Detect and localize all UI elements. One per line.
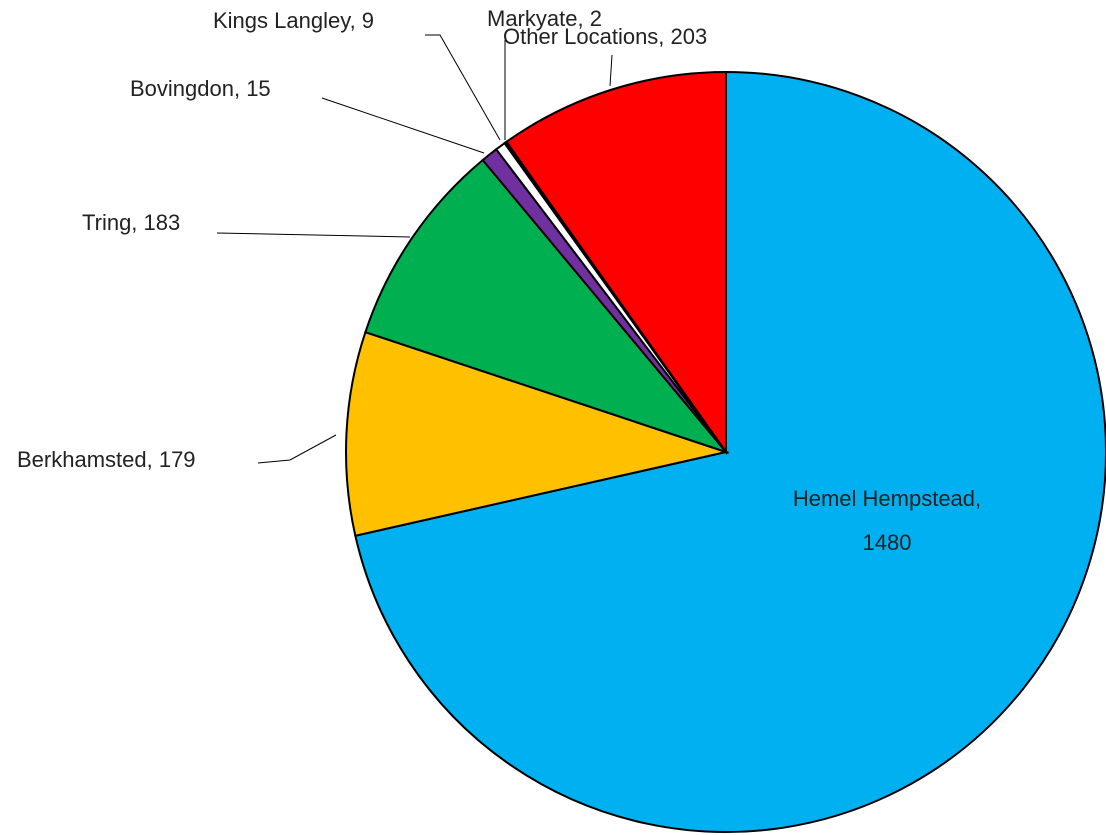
leader-line — [216, 232, 411, 238]
data-label: Other Locations, 203 — [503, 24, 707, 49]
leader-line — [609, 54, 613, 87]
pie-slice — [345, 330, 730, 537]
data-label: Hemel Hempstead, 1480 — [793, 486, 981, 555]
data-label-line: 1480 — [863, 530, 912, 555]
data-label: Kings Langley, 9 — [213, 8, 374, 33]
data-label: Markyate, 2 — [487, 6, 602, 31]
leader-line — [321, 97, 485, 154]
leader-line — [425, 34, 501, 141]
pie-slice — [505, 70, 727, 456]
data-label-line: Hemel Hempstead, — [793, 486, 981, 511]
data-label: Tring, 183 — [82, 210, 180, 235]
pie-slice — [354, 70, 1106, 833]
leader-line — [257, 434, 337, 464]
data-label: Berkhamsted, 179 — [17, 447, 196, 472]
pie-slice — [364, 158, 730, 455]
data-label: Bovingdon, 15 — [130, 76, 271, 101]
